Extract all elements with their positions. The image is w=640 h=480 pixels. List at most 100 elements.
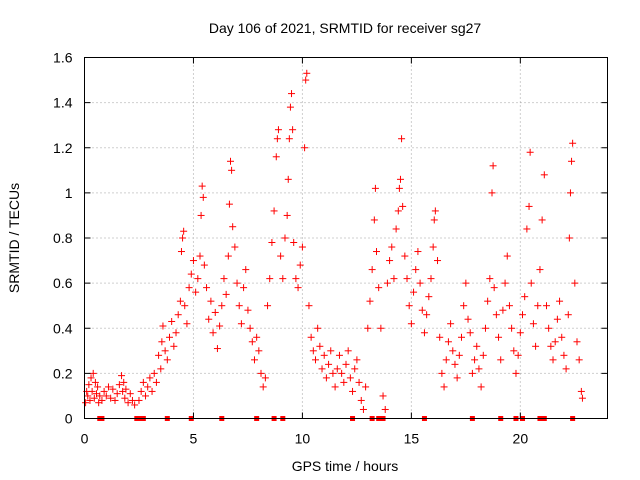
data-point [218,302,226,310]
data-point [508,324,516,332]
data-point [211,308,219,316]
data-point [371,184,379,192]
data-point [283,211,291,219]
data-point [88,387,96,395]
data-point [185,284,193,292]
data-point [462,279,470,287]
data-point [556,297,564,305]
data-point [379,392,387,400]
data-point [481,324,489,332]
data-point [122,385,130,393]
data-point [159,322,167,330]
data-point [431,207,439,215]
data-point [558,333,566,341]
data-point [82,399,90,407]
data-point [542,302,550,310]
data-point [205,315,213,323]
data-point [170,342,178,350]
data-point [176,297,184,305]
data-point [503,252,511,260]
data-point [551,338,559,346]
data-point [460,302,468,310]
data-point [532,342,540,350]
data-point [314,324,322,332]
data-point [475,365,483,373]
y-axis-label: SRMTID / TECUs [6,183,22,293]
data-point [179,234,187,242]
data-point [279,275,287,283]
data-point [270,207,278,215]
data-point [440,383,448,391]
data-point [512,369,520,377]
data-point [216,322,224,330]
data-point [183,320,191,328]
data-point [499,306,507,314]
data-point [94,383,102,391]
data-point [194,275,202,283]
data-point [410,288,418,296]
data-point [288,90,296,98]
data-point [264,302,272,310]
data-point [253,333,261,341]
data-point [489,162,497,170]
x-tick-label: 0 [81,431,89,447]
data-point [285,135,293,143]
y-tick-label: 1.4 [53,95,73,111]
data-point [158,338,166,346]
data-point [86,396,94,404]
data-point [368,266,376,274]
y-tick-label: 0.6 [53,275,73,291]
data-point [89,369,97,377]
data-point [255,347,263,355]
data-point [322,374,330,382]
data-point [168,317,176,325]
data-point [468,369,476,377]
data-point [286,103,294,111]
x-tick-label: 10 [295,431,311,447]
x-axis-label: GPS time / hours [292,458,399,474]
data-point [248,338,256,346]
data-point [525,202,533,210]
data-point [233,279,241,287]
data-point [497,356,505,364]
label-layer: 0 0.2 0.4 0.6 0.8 1 1.2 1.4 1.6 0 5 10 15 20 [53,50,528,447]
data-point [126,390,134,398]
data-point [398,135,406,143]
y-tick-label: 1 [65,185,73,201]
data-point [222,290,230,298]
data-point [192,288,200,296]
data-point [383,279,391,287]
data-point [536,266,544,274]
data-point [442,356,450,364]
data-point [364,324,372,332]
data-point [292,275,300,283]
data-point [289,126,297,134]
data-point [370,216,378,224]
data-point [386,257,394,265]
data-point [425,293,433,301]
data-point [177,248,185,256]
data-point [257,369,265,377]
data-point [316,342,324,350]
data-point [235,302,243,310]
data-point [516,329,524,337]
data-point [349,387,357,395]
data-point [547,342,555,350]
data-point [165,333,173,341]
data-point [553,315,561,323]
data-point [128,396,136,404]
data-point [519,311,527,319]
data-point [403,275,411,283]
chart-title: Day 106 of 2021, SRMTID for receiver sg2… [209,20,482,36]
data-point [342,360,350,368]
data-point [180,227,188,235]
data-point [309,347,317,355]
data-point [540,171,548,179]
data-point [197,211,205,219]
data-point [495,333,503,341]
data-point [333,365,341,373]
data-point [545,324,553,332]
data-point [560,351,568,359]
